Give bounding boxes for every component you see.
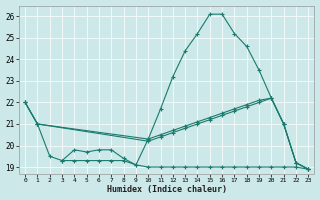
X-axis label: Humidex (Indice chaleur): Humidex (Indice chaleur) xyxy=(107,185,227,194)
